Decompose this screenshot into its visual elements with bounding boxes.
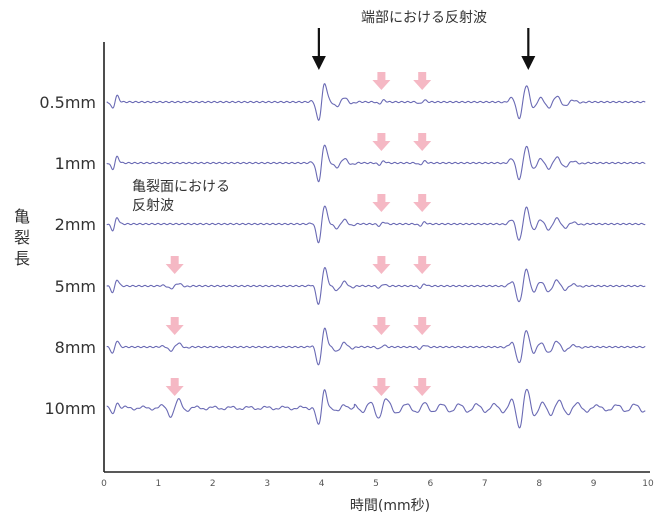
- row-label: 8mm: [55, 338, 96, 357]
- crack-reflection-annotation-line1: 亀裂面における: [132, 179, 230, 195]
- row-label: 5mm: [55, 277, 96, 296]
- x-tick-label: 1: [156, 479, 162, 489]
- x-tick-label: 7: [482, 479, 488, 489]
- pink-arrow: [372, 133, 391, 151]
- reflection-arrows: [165, 28, 536, 396]
- x-axis-label: 時間(mm秒): [350, 498, 430, 514]
- pink-arrow: [413, 317, 432, 335]
- waveform-line: [106, 327, 646, 366]
- waveform-traces: [106, 83, 646, 429]
- x-tick-label: 2: [210, 479, 216, 489]
- pink-arrow: [413, 194, 432, 212]
- pink-arrow: [165, 256, 184, 274]
- black-arrow: [521, 28, 536, 70]
- pink-arrow: [372, 72, 391, 90]
- pink-arrow: [165, 378, 184, 396]
- row-label: 2mm: [55, 215, 96, 234]
- pink-arrow: [165, 317, 184, 335]
- x-tick-label: 4: [319, 479, 325, 489]
- x-tick-label: 6: [428, 479, 434, 489]
- pink-arrow: [372, 194, 391, 212]
- x-tick-label: 8: [536, 479, 542, 489]
- x-tick-label: 10: [642, 479, 654, 489]
- x-tick-labels: 0 1 2 3 4 5 6 7 8 9 10: [101, 479, 654, 489]
- pink-arrow: [372, 256, 391, 274]
- x-tick-label: 3: [264, 479, 270, 489]
- row-labels: 0.5mm 1mm 2mm 5mm 8mm 10mm: [39, 93, 96, 418]
- pink-arrow: [372, 317, 391, 335]
- y-axis-label: 亀裂長: [14, 207, 30, 268]
- pink-arrow: [413, 378, 432, 396]
- x-tick-label: 0: [101, 479, 107, 489]
- waveform-line: [106, 83, 646, 121]
- waveform-line: [106, 144, 646, 183]
- end-reflection-annotation: 端部における反射波: [361, 10, 487, 26]
- waveform-line: [106, 267, 646, 305]
- row-label: 10mm: [44, 399, 96, 418]
- row-label: 1mm: [55, 154, 96, 173]
- pink-arrow: [413, 256, 432, 274]
- crack-reflection-annotation-line2: 反射波: [132, 198, 174, 214]
- waveform-line: [106, 205, 646, 244]
- row-label: 0.5mm: [39, 93, 96, 112]
- pink-arrow: [413, 133, 432, 151]
- x-tick-label: 9: [591, 479, 597, 489]
- x-tick-label: 5: [373, 479, 379, 489]
- pink-arrow: [413, 72, 432, 90]
- pink-arrow: [372, 378, 391, 396]
- black-arrow: [311, 28, 326, 70]
- waveform-line: [106, 388, 646, 429]
